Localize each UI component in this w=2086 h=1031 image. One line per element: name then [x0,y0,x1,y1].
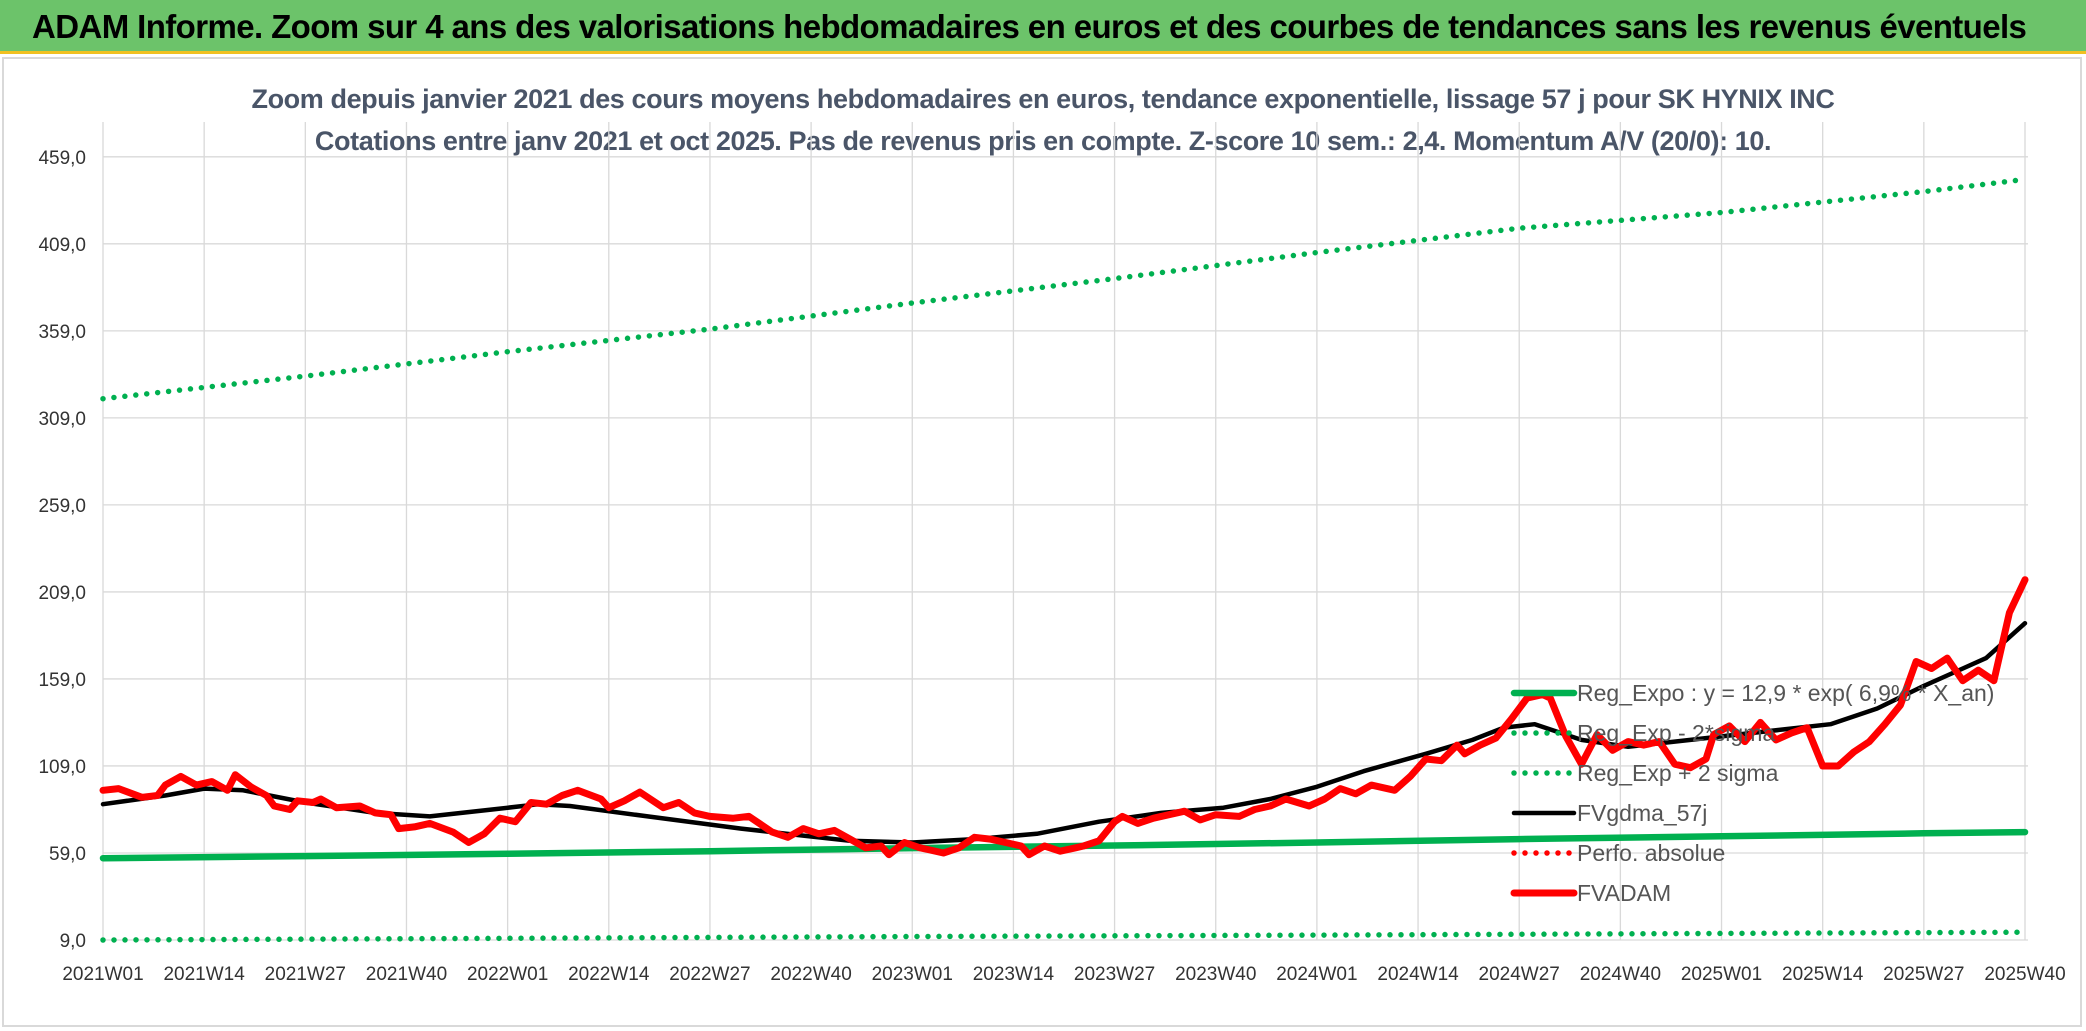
y-tick-label: 359,0 [38,322,86,343]
legend-entry: Reg_Exp + 2 sigma [1577,760,1779,786]
x-tick-label: 2024W14 [1377,964,1459,985]
legend-entry: FVADAM [1577,880,1671,906]
y-tick-label: 309,0 [38,409,86,430]
y-tick-label: 209,0 [38,583,86,604]
x-tick-label: 2023W14 [973,964,1055,985]
x-tick-label: 2025W01 [1681,964,1762,985]
y-axis-ticks: 9,0 59,0 109,0 159,0 209,0 259,0 309,0 359,0 409… [38,148,86,952]
x-tick-label: 2024W01 [1276,964,1357,985]
report-banner: ADAM Informe. Zoom sur 4 ans des valoris… [0,0,2086,54]
x-tick-label: 2024W40 [1580,964,1661,985]
x-tick-label: 2025W14 [1782,964,1864,985]
x-tick-label: 2021W01 [62,964,143,985]
legend-entry: Perfo. absolue [1577,840,1725,866]
x-tick-label: 2022W27 [669,964,750,985]
y-tick-label: 459,0 [38,148,86,169]
series-line-0 [99,828,2029,862]
y-tick-label: 259,0 [38,496,86,517]
chart-title: Zoom depuis janvier 2021 des cours moyen… [251,84,1835,114]
y-tick-label: 9,0 [60,931,86,952]
y-tick-label: 59,0 [49,844,86,865]
x-tick-label: 2021W14 [163,964,245,985]
y-tick-label: 409,0 [38,235,86,256]
x-tick-label: 2024W27 [1479,964,1560,985]
legend-entry: Reg_Expo : y = 12,9 * exp( 6,9% * X_an) [1577,680,1994,706]
x-tick-label: 2023W27 [1074,964,1155,985]
x-tick-label: 2025W40 [1984,964,2065,985]
x-tick-label: 2023W40 [1175,964,1256,985]
series-line-2 [100,176,2028,402]
x-tick-label: 2021W40 [366,964,447,985]
x-tick-label: 2022W01 [467,964,548,985]
x-tick-label: 2025W27 [1883,964,1964,985]
y-tick-label: 109,0 [38,757,86,778]
x-tick-label: 2022W40 [770,964,851,985]
legend-entry: Reg_Exp - 2*sigma [1577,720,1775,746]
x-tick-label: 2022W14 [568,964,650,985]
legend-entry: FVgdma_57j [1577,800,1707,826]
series-line-1 [100,929,2028,943]
x-axis-ticks: 2021W01 2021W14 2021W27 2021W40 2022W01 2022W… [62,964,2065,985]
chart-legend: Reg_Expo : y = 12,9 * exp( 6,9% * X_an) R… [1510,680,1994,906]
series-line-5 [99,576,2029,859]
x-tick-label: 2023W01 [872,964,953,985]
banner-title: ADAM Informe. Zoom sur 4 ans des valoris… [32,8,2027,45]
chart-subtitle: Cotations entre janv 2021 et oct 2025. P… [314,126,1772,156]
x-tick-label: 2021W27 [265,964,346,985]
series-line-3 [100,620,2028,845]
chart-frame [2,57,2082,1027]
chart-series [99,176,2029,943]
y-tick-label: 159,0 [38,670,86,691]
